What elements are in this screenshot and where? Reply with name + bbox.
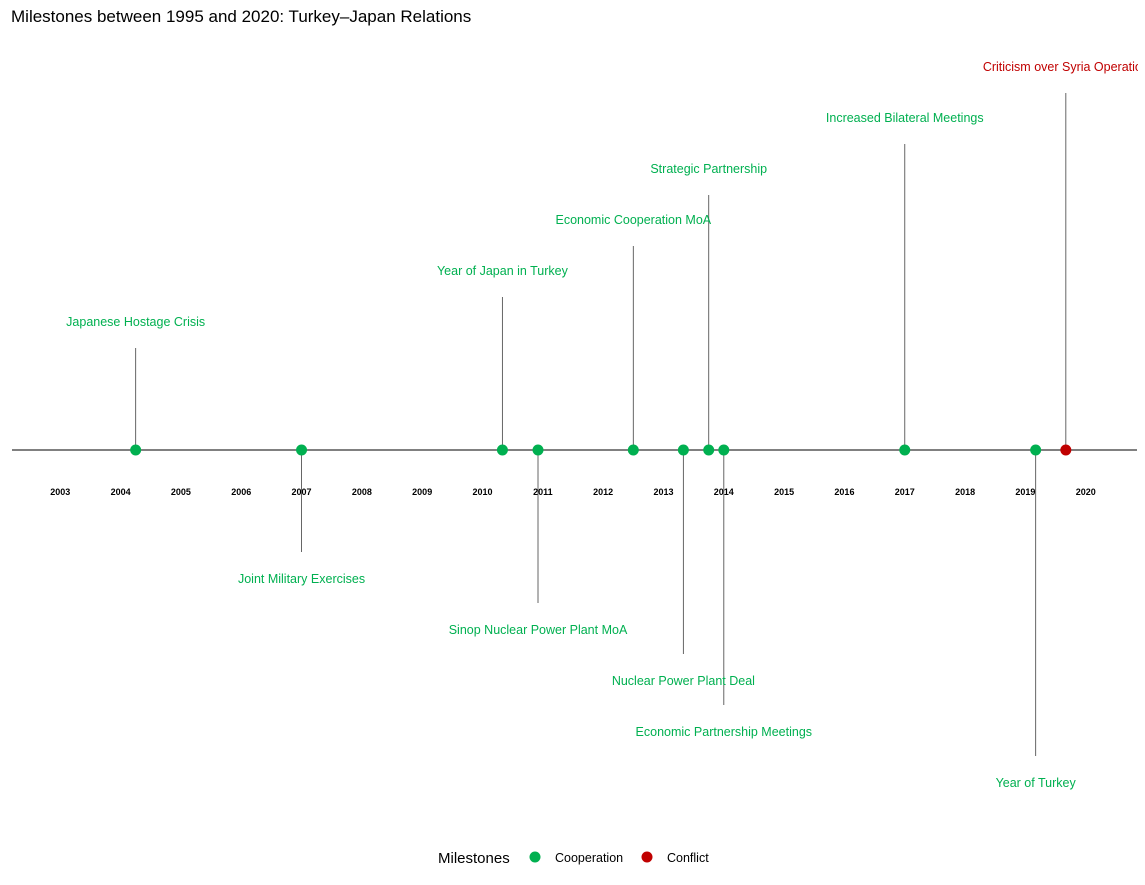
event-point [627, 444, 639, 456]
event-label: Criticism over Syria Operation [983, 60, 1145, 74]
event-label: Economic Partnership Meetings [636, 725, 812, 739]
year-tick-label: 2008 [352, 487, 372, 497]
year-tick-label: 2010 [472, 487, 492, 497]
legend-label-cooperation: Cooperation [555, 851, 623, 865]
event-label: Japanese Hostage Crisis [66, 315, 205, 329]
year-tick-label: 2009 [412, 487, 432, 497]
legend-label-conflict: Conflict [667, 851, 709, 865]
year-tick-label: 2019 [1015, 487, 1035, 497]
year-tick-label: 2015 [774, 487, 794, 497]
event-point [1030, 444, 1042, 456]
year-tick-label: 2017 [895, 487, 915, 497]
plot-area: 2003 2004 2005 2006 2007 2008 2009 2010 2011 2012… [12, 60, 1145, 790]
year-tick-label: 2016 [834, 487, 854, 497]
event-point [718, 444, 730, 456]
legend-key-conflict [641, 851, 653, 863]
event-point [296, 444, 308, 456]
year-tick-label: 2012 [593, 487, 613, 497]
year-tick-label: 2018 [955, 487, 975, 497]
event-label: Sinop Nuclear Power Plant MoA [449, 623, 628, 637]
event-label: Strategic Partnership [650, 162, 767, 176]
legend: Milestones Cooperation Conflict [438, 850, 709, 867]
event-label: Year of Japan in Turkey [437, 264, 569, 278]
legend-key-cooperation [529, 851, 541, 863]
event-label: Economic Cooperation MoA [555, 213, 711, 227]
year-tick-label: 2011 [533, 487, 553, 497]
event-label: Increased Bilateral Meetings [826, 111, 984, 125]
event-point [1060, 444, 1072, 456]
legend-title: Milestones [438, 850, 510, 867]
event-point [496, 444, 508, 456]
year-tick-label: 2005 [171, 487, 191, 497]
year-tick-label: 2004 [111, 487, 131, 497]
event-point [703, 444, 715, 456]
chart-title: Milestones between 1995 and 2020: Turkey… [11, 7, 471, 26]
event-label: Year of Turkey [996, 776, 1077, 790]
event-label: Nuclear Power Plant Deal [612, 674, 755, 688]
event-label: Joint Military Exercises [238, 572, 365, 586]
event-point [130, 444, 142, 456]
year-tick-label: 2006 [231, 487, 251, 497]
year-tick-label: 2013 [653, 487, 673, 497]
event-point [899, 444, 911, 456]
year-tick-label: 2003 [50, 487, 70, 497]
event-point [532, 444, 544, 456]
event-point [677, 444, 689, 456]
year-tick-label: 2020 [1076, 487, 1096, 497]
